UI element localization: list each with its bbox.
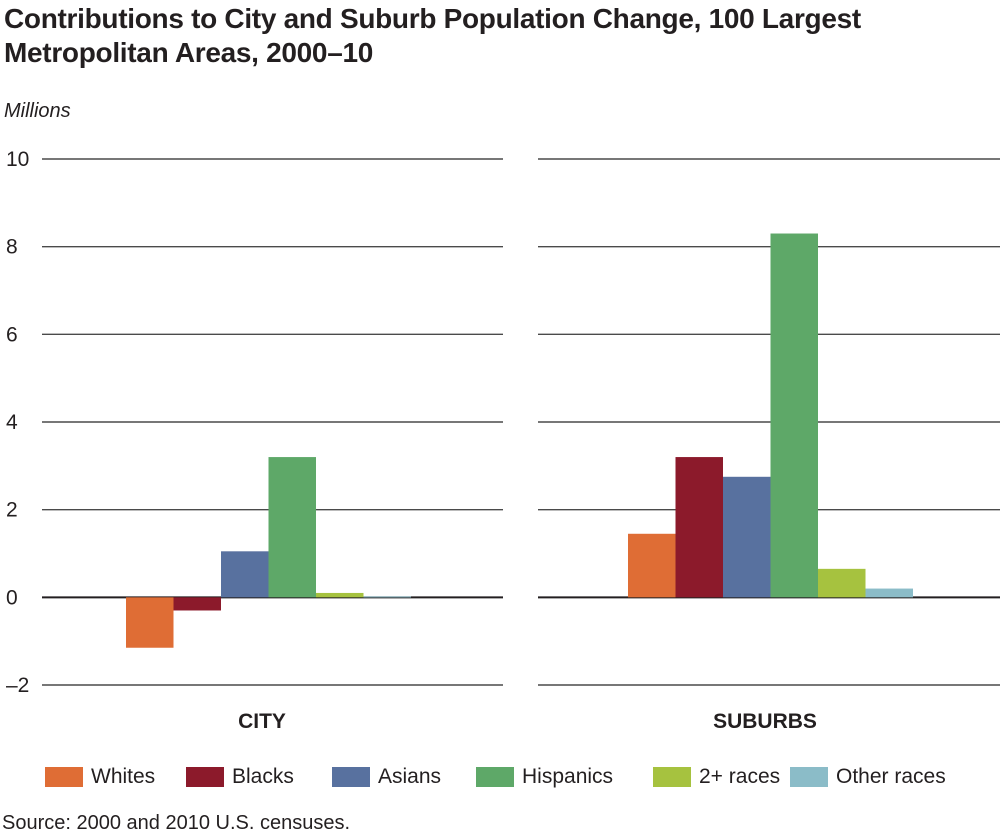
legend-label: Other races: [836, 765, 946, 788]
y-axis-units-label: Millions: [4, 100, 71, 122]
legend-swatch: [476, 767, 514, 787]
chart-title: Contributions to City and Suburb Populat…: [4, 2, 861, 70]
chart-title-line-2: Metropolitan Areas, 2000–10: [4, 37, 374, 68]
bar: [723, 476, 771, 598]
y-tick-label: 8: [6, 236, 18, 259]
legend-item: Other races: [790, 762, 946, 792]
legend-swatch: [45, 767, 83, 787]
legend-label: Asians: [378, 765, 442, 788]
legend-item: 2+ races: [653, 762, 780, 792]
y-tick-label: 0: [6, 586, 18, 609]
legend-label: Blacks: [232, 765, 294, 788]
bar-chart: 10 8 6 4 2 0 –2 CITY SUBURBS: [6, 148, 1000, 733]
chart-title-line-1: Contributions to City and Suburb Populat…: [4, 3, 861, 34]
legend-label: Hispanics: [522, 765, 614, 788]
bar: [316, 592, 364, 598]
x-category-label: CITY: [238, 710, 286, 733]
bar: [363, 596, 411, 598]
bar: [628, 533, 676, 598]
bar: [126, 597, 174, 648]
bar: [818, 568, 866, 598]
x-category-label: SUBURBS: [713, 710, 817, 733]
legend-swatch: [653, 767, 691, 787]
y-tick-label: –2: [6, 674, 29, 697]
legend-swatch: [790, 767, 828, 787]
bar: [770, 233, 818, 598]
legend-item: Whites: [45, 762, 155, 792]
legend-swatch: [186, 767, 224, 787]
y-tick-label: 4: [6, 411, 18, 434]
legend-item: Hispanics: [476, 762, 613, 792]
y-tick-label: 2: [6, 499, 18, 522]
y-tick-label: 6: [6, 323, 18, 346]
bar: [268, 457, 316, 598]
bar: [221, 551, 269, 598]
legend-label: Whites: [91, 765, 156, 788]
legend-item: Blacks: [186, 762, 294, 792]
legend-item: Asians: [332, 762, 441, 792]
bar: [173, 597, 221, 611]
legend-label: 2+ races: [699, 765, 781, 788]
chart-legend: Whites Blacks Asians Hispanics 2+ races Other…: [45, 762, 995, 792]
bar: [675, 457, 723, 598]
source-note: Source: 2000 and 2010 U.S. censuses.: [2, 812, 351, 834]
legend-swatch: [332, 767, 370, 787]
y-tick-label: 10: [6, 148, 29, 171]
bar: [865, 588, 913, 598]
